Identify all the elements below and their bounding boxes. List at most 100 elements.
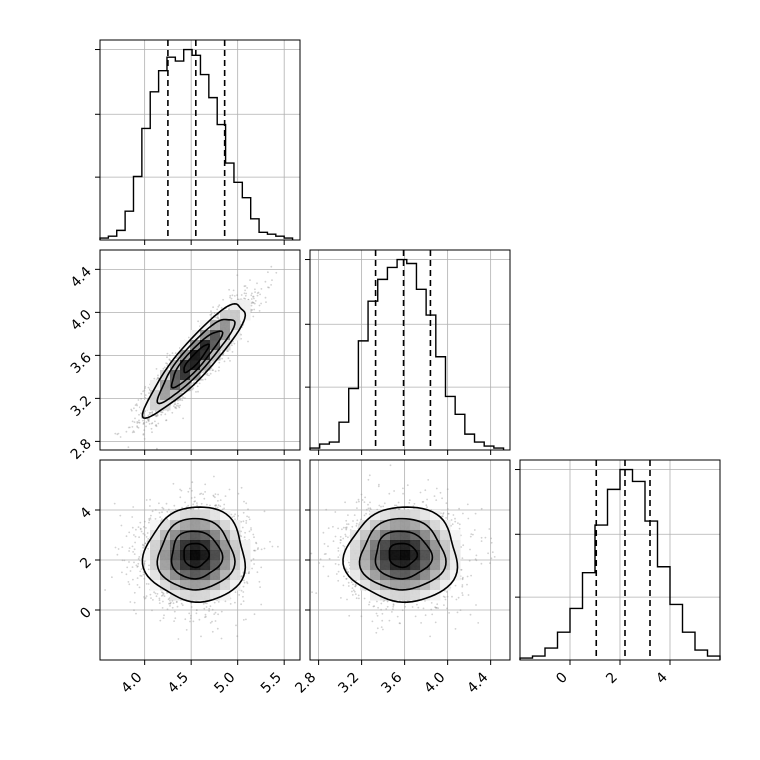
scatter-point [244, 294, 247, 297]
scatter-point [138, 586, 141, 589]
scatter-point [160, 411, 163, 414]
scatter-point [150, 514, 152, 517]
scatter-point [116, 433, 119, 436]
scatter-point [166, 510, 169, 513]
scatter-point [135, 403, 138, 405]
scatter-point [192, 508, 195, 510]
scatter-point [145, 499, 148, 501]
scatter-point [149, 411, 152, 414]
scatter-point [258, 304, 261, 307]
scatter-point [174, 403, 177, 405]
scatter-point [111, 576, 113, 579]
scatter-point [243, 536, 246, 539]
scatter-point [253, 297, 255, 300]
scatter-point [201, 379, 204, 381]
scatter-point [159, 619, 162, 622]
scatter-point [150, 597, 152, 599]
scatter-point [127, 426, 130, 429]
scatter-point [218, 304, 221, 307]
scatter-point [216, 308, 219, 311]
scatter-point [235, 624, 237, 627]
scatter-point [132, 430, 135, 432]
scatter-point [146, 532, 149, 534]
scatter-point [138, 536, 141, 539]
scatter-point [132, 551, 135, 553]
scatter-point [267, 271, 269, 274]
scatter-point [131, 420, 134, 423]
scatter-point [189, 620, 191, 623]
scatter-point [252, 295, 254, 298]
scatter-point [234, 601, 236, 604]
scatter-point [206, 602, 208, 605]
scatter-point [142, 546, 145, 549]
scatter-point [131, 516, 134, 518]
scatter-point [260, 302, 262, 305]
scatter-point [206, 503, 208, 506]
scatter-point [128, 561, 130, 563]
scatter-point [153, 591, 156, 594]
scatter-point [254, 291, 256, 293]
scatter-point [119, 436, 122, 438]
scatter-point [191, 388, 194, 391]
scatter-point [151, 609, 153, 612]
scatter-point [211, 608, 214, 611]
scatter-point [157, 377, 160, 380]
scatter-point [233, 295, 236, 297]
scatter-point [253, 613, 256, 616]
scatter-point [135, 409, 138, 412]
scatter-point [171, 606, 174, 609]
scatter-point [143, 597, 146, 600]
scatter-point [217, 369, 220, 372]
scatter-point [217, 613, 220, 616]
scatter-point [202, 603, 205, 605]
scatter-point [217, 493, 220, 496]
scatter-point [214, 493, 217, 495]
scatter-point [260, 548, 263, 551]
scatter-point [258, 310, 261, 312]
scatter-point [237, 492, 240, 495]
scatter-point [127, 446, 130, 449]
scatter-point [131, 426, 134, 428]
scatter-point [172, 482, 175, 485]
scatter-point [236, 635, 239, 638]
scatter-point [271, 545, 274, 548]
scatter-point [212, 369, 215, 371]
scatter-point [166, 352, 169, 355]
scatter-point [134, 404, 137, 406]
scatter-point [221, 357, 224, 360]
scatter-point [187, 504, 190, 507]
scatter-point [244, 289, 247, 292]
scatter-point [211, 620, 213, 623]
scatter-point [218, 361, 221, 364]
scatter-point [217, 504, 220, 507]
scatter-point [210, 310, 212, 313]
scatter-point [185, 629, 188, 631]
x-tick-label: 4 [653, 669, 671, 687]
scatter-point [130, 409, 133, 412]
scatter-point [250, 304, 253, 307]
scatter-point [275, 271, 278, 274]
scatter-point [162, 617, 165, 619]
scatter-point [256, 294, 259, 297]
scatter-point [200, 492, 203, 495]
scatter-point [182, 396, 185, 399]
scatter-point [133, 407, 135, 410]
scatter-point [144, 410, 146, 413]
scatter-point [147, 538, 150, 540]
scatter-point [132, 506, 135, 508]
scatter-point [234, 518, 236, 521]
scatter-point [214, 620, 217, 622]
scatter-point [214, 496, 216, 499]
scatter-point [168, 508, 170, 511]
scatter-point [209, 622, 212, 624]
scatter-point [152, 599, 154, 601]
scatter-point [165, 362, 168, 365]
scatter-point [200, 502, 203, 505]
scatter-point [190, 382, 193, 384]
histogram-x1-grid [310, 250, 510, 450]
scatter-point [174, 406, 177, 409]
scatter-point [244, 285, 247, 287]
scatter-point [148, 423, 151, 425]
scatter-point [251, 567, 254, 570]
scatter-point [233, 342, 236, 345]
